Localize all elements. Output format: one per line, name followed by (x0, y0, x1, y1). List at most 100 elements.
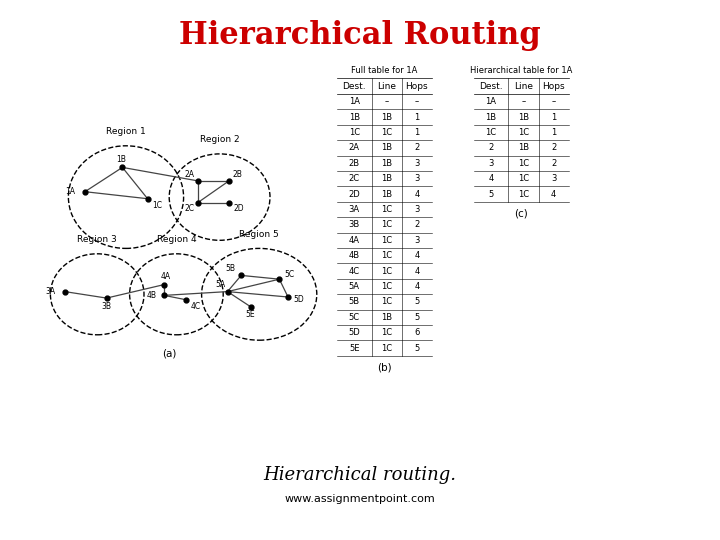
Text: 5: 5 (414, 298, 420, 306)
Text: 4: 4 (414, 190, 420, 199)
Text: 4C: 4C (348, 267, 360, 275)
Text: 1: 1 (551, 128, 557, 137)
Text: 1A: 1A (66, 187, 76, 196)
Text: 2: 2 (488, 144, 494, 152)
Text: 5: 5 (488, 190, 494, 199)
Text: 1: 1 (551, 113, 557, 122)
Text: 2: 2 (414, 220, 420, 230)
Text: 5A: 5A (215, 280, 225, 289)
Text: 1: 1 (414, 113, 420, 122)
Text: www.assignmentpoint.com: www.assignmentpoint.com (284, 495, 436, 504)
Text: 1B: 1B (381, 159, 392, 168)
Text: 1B: 1B (485, 113, 497, 122)
Text: (c): (c) (514, 208, 528, 219)
Text: 1C: 1C (381, 282, 392, 291)
Text: 2C: 2C (184, 205, 194, 213)
Text: 3A: 3A (45, 287, 55, 296)
Text: 2D: 2D (234, 205, 244, 213)
Text: 5C: 5C (284, 271, 294, 279)
Text: 4B: 4B (348, 251, 360, 260)
Text: Dest.: Dest. (480, 82, 503, 91)
Text: 1C: 1C (485, 128, 497, 137)
Text: Line: Line (514, 82, 533, 91)
Text: 2B: 2B (348, 159, 360, 168)
Text: 1C: 1C (381, 298, 392, 306)
Text: 1C: 1C (518, 174, 529, 183)
Text: 2: 2 (551, 159, 557, 168)
Text: 4: 4 (414, 282, 420, 291)
Text: Hops: Hops (542, 82, 565, 91)
Text: 6: 6 (414, 328, 420, 337)
Text: 1A: 1A (348, 97, 360, 106)
Text: Hierarchical table for 1A: Hierarchical table for 1A (470, 66, 572, 75)
Text: Hops: Hops (405, 82, 428, 91)
Text: 1C: 1C (381, 251, 392, 260)
Text: 1C: 1C (381, 205, 392, 214)
Text: 4: 4 (551, 190, 557, 199)
Text: 3: 3 (414, 174, 420, 183)
Text: Region 2: Region 2 (199, 135, 240, 144)
Text: 1A: 1A (485, 97, 497, 106)
Text: 1C: 1C (518, 159, 529, 168)
Text: 1C: 1C (518, 128, 529, 137)
Text: 1C: 1C (381, 267, 392, 275)
Text: 1B: 1B (381, 174, 392, 183)
Text: 5D: 5D (294, 295, 304, 304)
Text: Dest.: Dest. (343, 82, 366, 91)
Text: (b): (b) (377, 362, 392, 373)
Text: 5: 5 (414, 343, 420, 353)
Text: 2: 2 (414, 144, 420, 152)
Text: 2A: 2A (348, 144, 360, 152)
Text: 3: 3 (488, 159, 494, 168)
Text: Region 4: Region 4 (156, 235, 197, 244)
Text: 3: 3 (414, 159, 420, 168)
Text: 4C: 4C (191, 302, 201, 310)
Text: Region 5: Region 5 (239, 230, 279, 239)
Text: 1B: 1B (381, 113, 392, 122)
Text: 2: 2 (551, 144, 557, 152)
Text: Full table for 1A: Full table for 1A (351, 66, 418, 75)
Text: 5D: 5D (348, 328, 360, 337)
Text: 5E: 5E (349, 343, 359, 353)
Text: 2D: 2D (348, 190, 360, 199)
Text: 4A: 4A (348, 236, 360, 245)
Text: 3A: 3A (348, 205, 360, 214)
Text: 5B: 5B (225, 264, 235, 273)
Text: Hierarchical routing.: Hierarchical routing. (264, 466, 456, 484)
Text: 2B: 2B (233, 170, 243, 179)
Text: 1B: 1B (518, 113, 529, 122)
Text: 1C: 1C (381, 343, 392, 353)
Text: 1C: 1C (348, 128, 360, 137)
Text: –: – (552, 97, 556, 106)
Text: 1C: 1C (518, 190, 529, 199)
Text: 4: 4 (414, 251, 420, 260)
Text: 3B: 3B (348, 220, 360, 230)
Text: 1C: 1C (381, 328, 392, 337)
Text: 1B: 1B (381, 144, 392, 152)
Text: (a): (a) (162, 349, 176, 359)
Text: 5C: 5C (348, 313, 360, 322)
Text: 5: 5 (414, 313, 420, 322)
Text: 3: 3 (414, 205, 420, 214)
Text: 3: 3 (414, 236, 420, 245)
Text: 3B: 3B (102, 302, 112, 310)
Text: 1: 1 (414, 128, 420, 137)
Text: 1B: 1B (348, 113, 360, 122)
Text: 1C: 1C (381, 236, 392, 245)
Text: 3: 3 (551, 174, 557, 183)
Text: –: – (384, 97, 389, 106)
Text: Region 1: Region 1 (106, 127, 146, 136)
Text: 5E: 5E (246, 310, 256, 319)
Text: 2C: 2C (348, 174, 360, 183)
Text: 5B: 5B (348, 298, 360, 306)
Text: 1B: 1B (116, 156, 126, 164)
Text: 5A: 5A (348, 282, 360, 291)
Text: Region 3: Region 3 (77, 235, 117, 244)
Text: 4: 4 (488, 174, 494, 183)
Text: 1C: 1C (153, 201, 163, 210)
Text: 1B: 1B (381, 190, 392, 199)
Text: 1C: 1C (381, 220, 392, 230)
Text: Line: Line (377, 82, 396, 91)
Text: Hierarchical Routing: Hierarchical Routing (179, 19, 541, 51)
Text: 4B: 4B (146, 291, 156, 300)
